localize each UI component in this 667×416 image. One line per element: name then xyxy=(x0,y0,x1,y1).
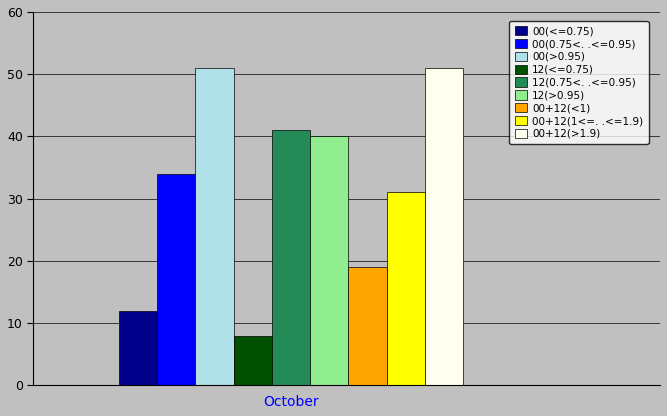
Bar xyxy=(387,193,425,385)
Bar xyxy=(233,336,272,385)
Legend: 00(<=0.75), 00(0.75<. .<=0.95), 00(>0.95), 12(<=0.75), 12(0.75<. .<=0.95), 12(>0: 00(<=0.75), 00(0.75<. .<=0.95), 00(>0.95… xyxy=(510,21,648,144)
Bar xyxy=(119,311,157,385)
Bar xyxy=(348,267,387,385)
Bar xyxy=(310,136,348,385)
Bar xyxy=(272,130,310,385)
Bar xyxy=(195,68,233,385)
Bar xyxy=(157,174,195,385)
Bar xyxy=(425,68,464,385)
